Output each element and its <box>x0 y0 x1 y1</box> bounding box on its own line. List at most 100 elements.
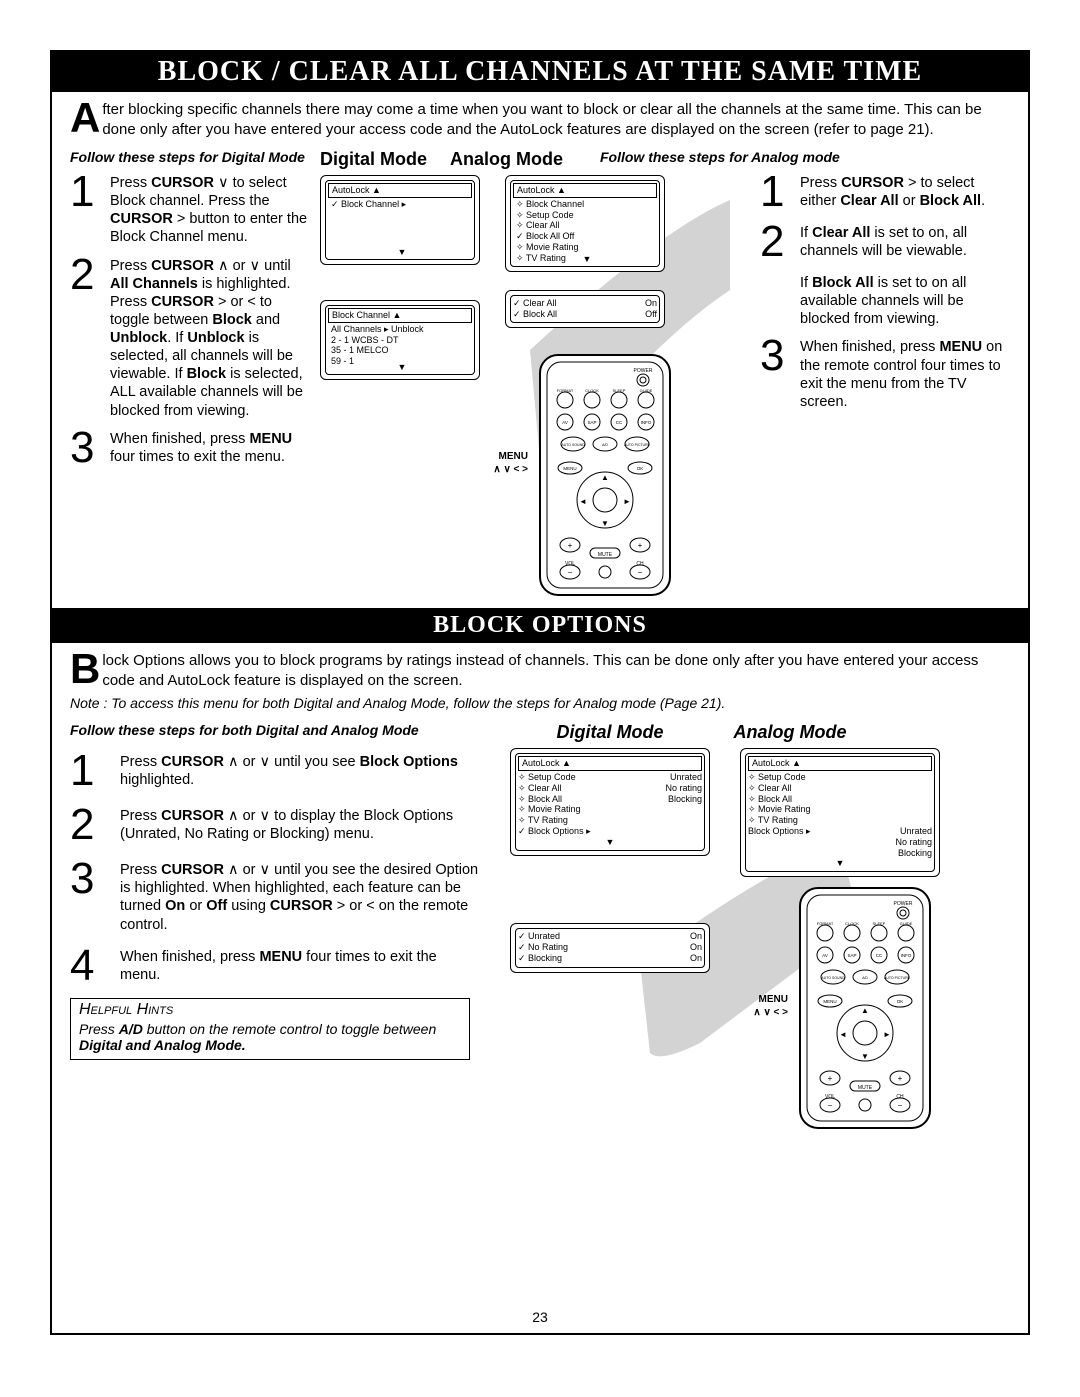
digital-steps: 1Press CURSOR ∨ to select Block channel.… <box>70 170 310 600</box>
svg-text:+: + <box>898 1074 903 1083</box>
tv-blockchannel: Block Channel ▲All Channels ▸ Unblock2 -… <box>320 300 480 380</box>
page-container: BLOCK / CLEAR ALL CHANNELS AT THE SAME T… <box>50 50 1030 1335</box>
svg-text:−: − <box>828 1101 833 1110</box>
svg-text:A/D: A/D <box>602 443 608 447</box>
tv-clearall-blockall: ✓ Clear AllOn✓ Block AllOff <box>505 290 665 328</box>
step-text: Press CURSOR ∧ or ∨ until you see Block … <box>120 749 480 793</box>
step-text: When finished, press MENU four times to … <box>110 426 310 470</box>
svg-text:CC: CC <box>876 953 883 958</box>
step-text: Press CURSOR ∨ to select Block channel. … <box>110 170 310 247</box>
svg-text:▲: ▲ <box>861 1006 869 1015</box>
sec2-body: 1Press CURSOR ∧ or ∨ until you see Block… <box>52 743 1028 1123</box>
follow-right: Follow these steps for Analog mode <box>600 149 1010 170</box>
cursor-label-2: ∧ ∨ < > <box>740 1006 788 1019</box>
svg-text:−: − <box>898 1101 903 1110</box>
sec2-diagrams: AutoLock ▲✧ Setup CodeUnrated✧ Clear All… <box>480 743 1010 1123</box>
tv-autolock-digital: AutoLock ▲✓ Block Channel ▸▼ <box>320 175 480 265</box>
svg-text:A/D: A/D <box>862 976 868 980</box>
menu-cursor-labels-2: MENU ∧ ∨ < > <box>740 993 788 1019</box>
step-number: 3 <box>760 334 800 411</box>
svg-text:POWER: POWER <box>894 901 913 907</box>
remote-control: POWER FORMATCLOCKSLEEPGUIDE AVSAPCCINFO … <box>535 350 675 600</box>
remote-svg: POWER FORMATCLOCKSLEEPGUIDE AVSAPCCINFO … <box>795 883 935 1133</box>
step-number: 4 <box>70 944 120 988</box>
intro2-text: lock Options allows you to block program… <box>102 652 978 689</box>
intro-text: fter blocking specific channels there ma… <box>102 101 981 138</box>
tv-digital-options: AutoLock ▲✧ Setup CodeUnrated✧ Clear All… <box>510 748 710 855</box>
svg-text:OK: OK <box>897 999 904 1004</box>
svg-text:+: + <box>638 541 643 550</box>
svg-text:AUTO PICTURE: AUTO PICTURE <box>624 443 651 447</box>
tv-autolock-analog: AutoLock ▲✧ Block Channel✧ Setup Code✧ C… <box>505 175 665 272</box>
remote-svg: POWER FORMATCLOCKSLEEPGUIDE AVSAPCCINFO … <box>535 350 675 600</box>
step-number: 1 <box>760 170 800 214</box>
svg-text:−: − <box>638 568 643 577</box>
sec2-mode-right: Analog Mode <box>700 722 880 743</box>
svg-text:POWER: POWER <box>634 368 653 374</box>
svg-text:CC: CC <box>616 420 623 425</box>
mode-right: Analog Mode <box>450 149 600 170</box>
step-text: Press CURSOR > to select either Clear Al… <box>800 170 1010 214</box>
sec2-mode-left: Digital Mode <box>520 722 700 743</box>
menu-label: MENU <box>480 450 528 463</box>
svg-text:−: − <box>568 568 573 577</box>
svg-text:AV: AV <box>562 420 568 425</box>
helpful-hints: Helpful Hints Press A/D button on the re… <box>70 998 470 1060</box>
svg-text:◄: ◄ <box>839 1030 847 1039</box>
step-text: When finished, press MENU on the remote … <box>800 334 1010 411</box>
svg-text:SAP: SAP <box>847 953 856 958</box>
section1-title: BLOCK / CLEAR ALL CHANNELS AT THE SAME T… <box>52 52 1028 92</box>
svg-text:AV: AV <box>822 953 828 958</box>
follow-left: Follow these steps for Digital Mode <box>70 149 320 170</box>
menu-label-2: MENU <box>740 993 788 1006</box>
svg-text:▼: ▼ <box>861 1052 869 1061</box>
svg-text:MENU: MENU <box>823 999 836 1004</box>
section1-intro: After blocking specific channels there m… <box>52 92 1028 143</box>
sec1-body: 1Press CURSOR ∨ to select Block channel.… <box>52 170 1028 600</box>
svg-text:AUTO PICTURE: AUTO PICTURE <box>884 976 911 980</box>
tv-unrated-blocking: ✓ UnratedOn✓ No RatingOn✓ BlockingOn <box>510 923 710 973</box>
svg-text:▲: ▲ <box>601 473 609 482</box>
svg-text:MUTE: MUTE <box>858 1085 873 1091</box>
mode-left: Digital Mode <box>320 149 450 170</box>
hints-title: Helpful Hints <box>79 1001 461 1019</box>
step-number: 1 <box>70 170 110 247</box>
step-text: Press CURSOR ∧ or ∨ until you see the de… <box>120 857 480 934</box>
section2-intro: Block Options allows you to block progra… <box>52 643 1028 694</box>
svg-text:AUTO SOUND: AUTO SOUND <box>821 976 845 980</box>
step-number: 2 <box>70 253 110 420</box>
remote-control-2: POWER FORMATCLOCKSLEEPGUIDE AVSAPCCINFO … <box>795 883 935 1133</box>
step-number: 3 <box>70 857 120 934</box>
section2-note: Note : To access this menu for both Digi… <box>52 694 1028 716</box>
tv-analog-options: AutoLock ▲✧ Setup Code✧ Clear All✧ Block… <box>740 748 940 877</box>
dropcap: A <box>70 100 102 136</box>
section2-title: BLOCK OPTIONS <box>52 608 1028 643</box>
step-number: 2 <box>760 220 800 264</box>
dropcap2: B <box>70 651 102 687</box>
svg-text:►: ► <box>883 1030 891 1039</box>
center-diagrams: AutoLock ▲✓ Block Channel ▸▼ Block Chann… <box>310 170 760 600</box>
step-number: 2 <box>70 803 120 847</box>
sec1-header-row: Follow these steps for Digital Mode Digi… <box>52 149 1028 170</box>
step-number: 3 <box>70 426 110 470</box>
analog-steps: 1Press CURSOR > to select either Clear A… <box>760 170 1010 600</box>
step-text: When finished, press MENU four times to … <box>120 944 480 988</box>
menu-cursor-labels: MENU ∧ ∨ < > <box>480 450 528 476</box>
svg-text:MUTE: MUTE <box>598 552 613 558</box>
cursor-label: ∧ ∨ < > <box>480 463 528 476</box>
svg-text:+: + <box>568 541 573 550</box>
svg-text:►: ► <box>623 497 631 506</box>
svg-text:▼: ▼ <box>601 519 609 528</box>
step-number <box>760 270 800 328</box>
sec2-header-row: Follow these steps for both Digital and … <box>52 722 1028 743</box>
svg-text:INFO: INFO <box>901 953 912 958</box>
hints-text: Press A/D button on the remote control t… <box>79 1021 461 1053</box>
svg-text:◄: ◄ <box>579 497 587 506</box>
svg-text:INFO: INFO <box>641 420 652 425</box>
sec2-steps: 1Press CURSOR ∧ or ∨ until you see Block… <box>70 743 480 1123</box>
svg-text:+: + <box>828 1074 833 1083</box>
svg-text:AUTO SOUND: AUTO SOUND <box>561 443 585 447</box>
step-text: If Block All is set to on all available … <box>800 270 1010 328</box>
step-number: 1 <box>70 749 120 793</box>
page-number: 23 <box>52 1309 1028 1325</box>
